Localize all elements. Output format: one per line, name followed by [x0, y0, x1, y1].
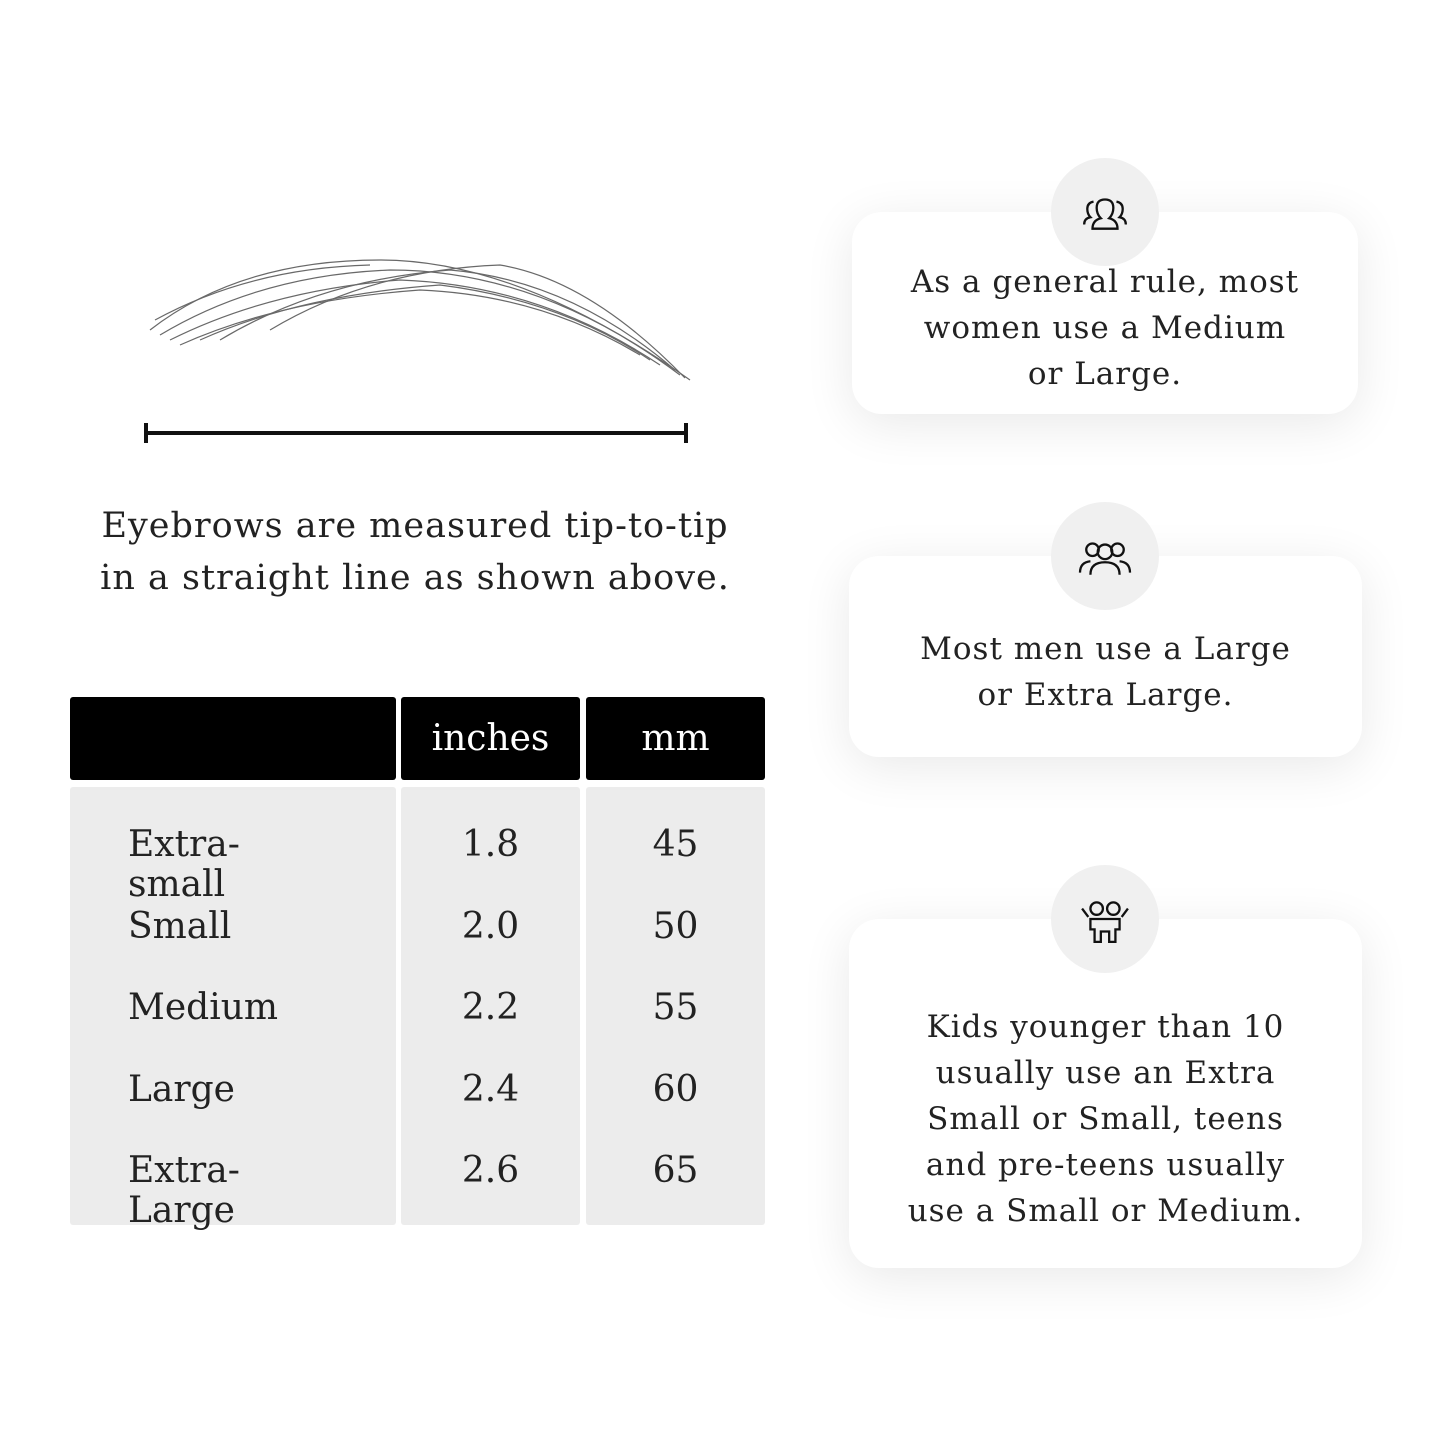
measurement-caption: Eyebrows are measured tip-to-tip in a st… — [100, 506, 730, 598]
kids-icon — [1051, 865, 1159, 973]
header-inches: inches — [401, 697, 580, 780]
size-mm: 45 — [652, 824, 699, 865]
header-size — [70, 697, 396, 780]
size-mm: 60 — [652, 1068, 699, 1110]
size-mm: 65 — [652, 1150, 699, 1191]
size-inches: 2.4 — [461, 1068, 520, 1110]
size-name: Extra-Large — [128, 1150, 240, 1231]
size-inches: 1.8 — [461, 824, 520, 865]
size-mm: 50 — [652, 905, 699, 947]
size-inches: 2.0 — [461, 905, 520, 947]
size-name: Medium — [128, 987, 279, 1028]
size-name: Large — [128, 1068, 235, 1110]
size-inches: 2.2 — [461, 987, 520, 1028]
header-mm: mm — [586, 697, 765, 780]
card-text: As a general rule, most women use a Medi… — [910, 264, 1300, 392]
size-inches: 2.6 — [461, 1150, 520, 1191]
size-name: Extra-small — [128, 824, 240, 905]
women-group-icon — [1051, 158, 1159, 266]
card-text: Kids younger than 10 usually use an Extr… — [907, 1008, 1304, 1229]
measurement-line — [144, 423, 688, 443]
card-text: Most men use a Large or Extra Large. — [920, 630, 1291, 713]
size-name: Small — [128, 905, 232, 947]
size-mm: 55 — [652, 987, 699, 1028]
eyebrow-illustration — [149, 259, 691, 381]
info-card: Kids younger than 10 usually use an Extr… — [849, 919, 1362, 1268]
men-group-icon — [1051, 502, 1159, 610]
